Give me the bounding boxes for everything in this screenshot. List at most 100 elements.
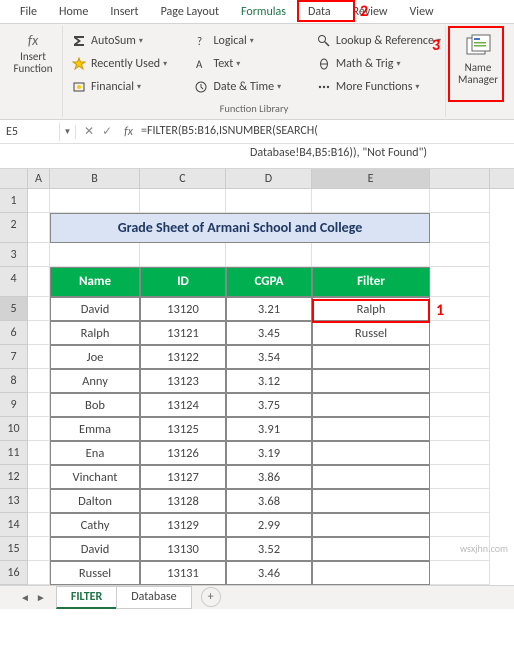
cell[interactable] [28, 465, 50, 489]
row-hdr-16[interactable]: 16 [0, 561, 28, 585]
lib-financial[interactable]: Financial▾ [71, 76, 183, 98]
cell-name[interactable]: Cathy [50, 513, 140, 537]
lib-autosum[interactable]: AutoSum▾ [71, 30, 183, 52]
cell[interactable] [28, 513, 50, 537]
cell[interactable] [28, 561, 50, 585]
cell[interactable] [28, 489, 50, 513]
cell[interactable] [226, 243, 312, 267]
cell[interactable] [430, 369, 490, 393]
column-header-cgpa[interactable]: CGPA [226, 267, 312, 297]
row-hdr-14[interactable]: 14 [0, 513, 28, 537]
column-header-id[interactable]: ID [140, 267, 226, 297]
lib-lookup-reference[interactable]: Lookup & Reference▾ [316, 30, 441, 52]
cell[interactable] [430, 213, 490, 243]
row-hdr-8[interactable]: 8 [0, 369, 28, 393]
ribbon-tab-page-layout[interactable]: Page Layout [151, 1, 229, 23]
cell[interactable] [430, 489, 490, 513]
cell[interactable] [50, 189, 140, 213]
cell[interactable] [430, 345, 490, 369]
cell-filter-empty[interactable] [312, 345, 430, 369]
col-hdr-B[interactable]: B [50, 169, 140, 188]
cell[interactable] [28, 267, 50, 297]
cell-id[interactable]: 13125 [140, 417, 226, 441]
cell-filter-empty[interactable] [312, 369, 430, 393]
cell-cgpa[interactable]: 2.99 [226, 513, 312, 537]
cell[interactable] [28, 297, 50, 321]
ribbon-tab-home[interactable]: Home [49, 1, 98, 23]
cell-name[interactable]: David [50, 537, 140, 561]
cell-name[interactable]: Dalton [50, 489, 140, 513]
add-sheet-button[interactable]: + [201, 587, 221, 607]
cell-filter-empty[interactable] [312, 393, 430, 417]
ribbon-tab-review[interactable]: Review [343, 1, 398, 23]
cell-filter-empty[interactable] [312, 561, 430, 585]
cell-id[interactable]: 13127 [140, 465, 226, 489]
cell-name[interactable]: Joe [50, 345, 140, 369]
cell[interactable] [430, 393, 490, 417]
cell[interactable] [430, 465, 490, 489]
ribbon-tab-data[interactable]: Data [298, 1, 341, 23]
cell-filter-empty[interactable] [312, 513, 430, 537]
cell-id[interactable]: 13120 [140, 297, 226, 321]
cell-id[interactable]: 13131 [140, 561, 226, 585]
row-hdr-7[interactable]: 7 [0, 345, 28, 369]
cell[interactable] [28, 243, 50, 267]
lib-recently-used[interactable]: Recently Used▾ [71, 53, 183, 75]
cell-filter[interactable]: Ralph [312, 297, 430, 321]
cell-id[interactable]: 13130 [140, 537, 226, 561]
row-hdr-6[interactable]: 6 [0, 321, 28, 345]
cell[interactable] [28, 213, 50, 243]
cell[interactable] [430, 189, 490, 213]
row-hdr-15[interactable]: 15 [0, 537, 28, 561]
col-hdr-E[interactable]: E [312, 169, 430, 188]
row-hdr-3[interactable]: 3 [0, 243, 28, 267]
cell-id[interactable]: 13123 [140, 369, 226, 393]
cell-name[interactable]: Russel [50, 561, 140, 585]
cell-filter-empty[interactable] [312, 537, 430, 561]
cell[interactable] [28, 537, 50, 561]
cell[interactable] [430, 561, 490, 585]
cell[interactable] [430, 417, 490, 441]
row-hdr-4[interactable]: 4 [0, 267, 28, 297]
row-hdr-12[interactable]: 12 [0, 465, 28, 489]
cell[interactable] [430, 297, 490, 321]
enter-icon[interactable]: ✓ [102, 124, 112, 139]
cell-filter-empty[interactable] [312, 465, 430, 489]
cell-name[interactable]: Ena [50, 441, 140, 465]
cell-cgpa[interactable]: 3.68 [226, 489, 312, 513]
cell-id[interactable]: 13122 [140, 345, 226, 369]
row-hdr-10[interactable]: 10 [0, 417, 28, 441]
row-hdr-9[interactable]: 9 [0, 393, 28, 417]
cell[interactable] [140, 189, 226, 213]
ribbon-tab-formulas[interactable]: Formulas [231, 1, 296, 23]
cell-cgpa[interactable]: 3.91 [226, 417, 312, 441]
cell-name[interactable]: Vinchant [50, 465, 140, 489]
cell[interactable] [28, 441, 50, 465]
lib-more-functions[interactable]: More Functions▾ [316, 76, 441, 98]
cell[interactable] [28, 417, 50, 441]
col-hdr-C[interactable]: C [140, 169, 226, 188]
sheet-nav[interactable]: ◄► [20, 591, 46, 604]
worksheet-grid[interactable]: A B C D E 12345678910111213141516 1 Grad… [0, 169, 514, 585]
cancel-icon[interactable]: ✕ [84, 124, 94, 139]
lib-logical[interactable]: ?Logical▾ [193, 30, 305, 52]
cell[interactable] [28, 189, 50, 213]
lib-math-trig[interactable]: Math & Trig▾ [316, 53, 441, 75]
cell[interactable] [430, 321, 490, 345]
cell-cgpa[interactable]: 3.12 [226, 369, 312, 393]
cell[interactable] [28, 321, 50, 345]
cell-filter-empty[interactable] [312, 441, 430, 465]
cell-id[interactable]: 13121 [140, 321, 226, 345]
cell-cgpa[interactable]: 3.75 [226, 393, 312, 417]
row-hdr-1[interactable]: 1 [0, 189, 28, 213]
cell[interactable] [430, 441, 490, 465]
cell-name[interactable]: David [50, 297, 140, 321]
cell[interactable] [28, 345, 50, 369]
cell[interactable] [430, 267, 490, 297]
ribbon-tab-view[interactable]: View [400, 1, 444, 23]
cell-filter-empty[interactable] [312, 489, 430, 513]
col-hdr-F[interactable] [430, 169, 490, 188]
cell-cgpa[interactable]: 3.86 [226, 465, 312, 489]
cell-name[interactable]: Ralph [50, 321, 140, 345]
cell-name[interactable]: Bob [50, 393, 140, 417]
